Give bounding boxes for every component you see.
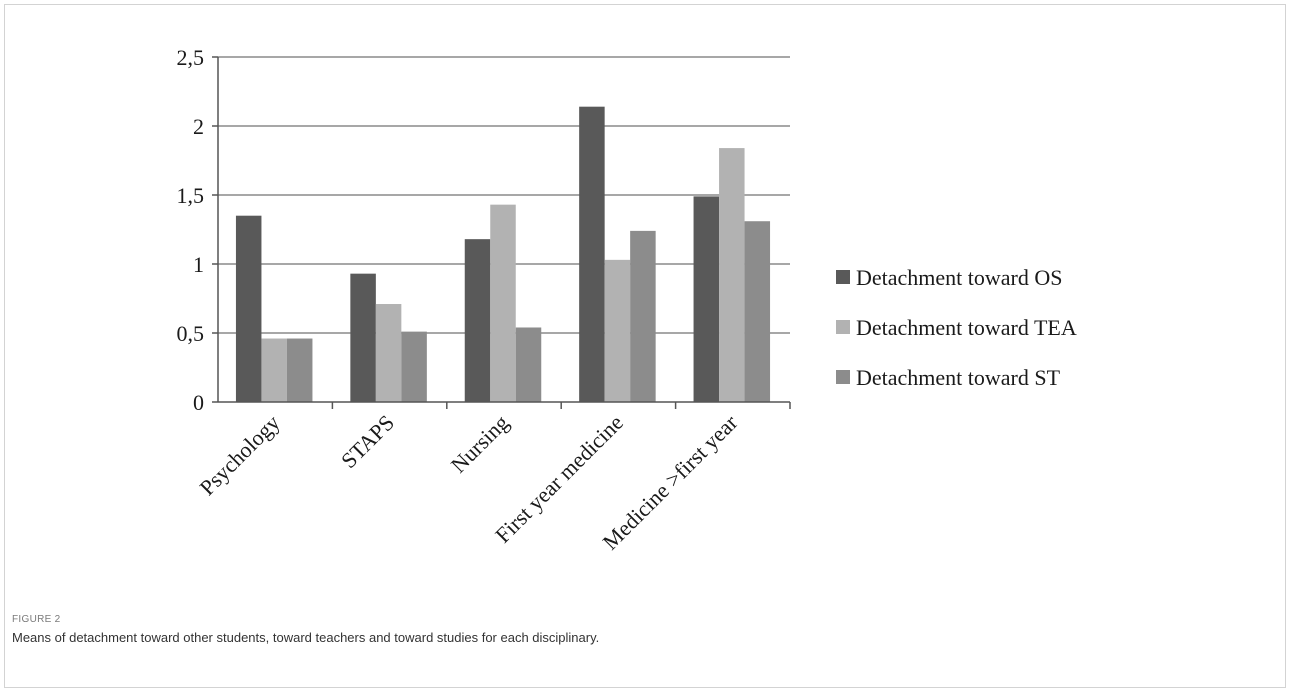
category-label: Nursing <box>446 410 514 478</box>
y-tick-label: 0,5 <box>177 321 205 346</box>
bars <box>235 106 771 403</box>
legend-label: Detachment toward OS <box>856 265 1063 290</box>
legend: Detachment toward OS Detachment toward TE… <box>836 265 1077 390</box>
bar <box>401 331 427 402</box>
bar <box>235 215 262 402</box>
y-tick-label: 2,5 <box>177 45 205 70</box>
y-tick-label: 1,5 <box>177 183 205 208</box>
category-label: Psychology <box>194 410 284 500</box>
bar <box>490 204 516 402</box>
bar <box>350 273 376 402</box>
bar <box>464 239 491 402</box>
bar <box>515 327 542 402</box>
y-tick-labels: 0 0,5 1 1,5 2 2,5 <box>177 45 205 415</box>
bar <box>744 221 771 402</box>
y-tick-label: 0 <box>193 390 204 415</box>
bar <box>579 106 605 403</box>
bar <box>286 338 313 402</box>
bar <box>375 304 402 402</box>
axes <box>212 56 791 409</box>
bar <box>719 148 745 402</box>
bar <box>261 338 287 402</box>
bar <box>630 230 656 402</box>
figure-caption: Means of detachment toward other student… <box>12 630 600 645</box>
y-tick-label: 2 <box>193 114 204 139</box>
bar <box>604 259 631 402</box>
category-label: STAPS <box>336 410 399 473</box>
legend-label: Detachment toward TEA <box>856 315 1077 340</box>
figure-label: FIGURE 2 <box>12 614 61 625</box>
legend-label: Detachment toward ST <box>856 365 1061 390</box>
legend-swatch <box>836 320 850 334</box>
legend-swatch <box>836 270 850 284</box>
legend-swatch <box>836 370 850 384</box>
y-tick-label: 1 <box>193 252 204 277</box>
bar-chart: 00,511,522,5 Psychology STAPS NursingFirst… <box>177 45 1077 555</box>
bar <box>693 196 720 402</box>
